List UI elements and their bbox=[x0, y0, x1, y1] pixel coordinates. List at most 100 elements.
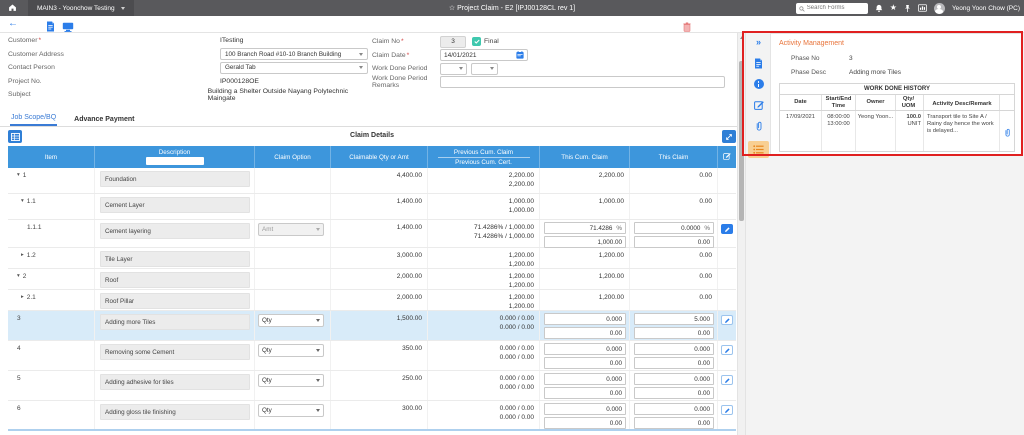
description-box[interactable]: Roof bbox=[100, 272, 250, 288]
work-done-history-row[interactable]: 17/09/2021 08:00:00 13:00:00 Yeong Yoon..… bbox=[780, 111, 1014, 151]
search-box[interactable] bbox=[795, 2, 868, 14]
table-row[interactable]: ▾ 1 Foundation 4,400.00 2,200.00 2,200.00 … bbox=[8, 168, 736, 194]
table-row[interactable]: ▾ 2 Roof 2,000.00 1,200.00 1,200.00 1,200.… bbox=[8, 269, 736, 290]
claim-date-field[interactable] bbox=[440, 46, 528, 64]
claim-option-select[interactable]: Qty bbox=[258, 404, 324, 417]
collapse-panel-icon[interactable]: » bbox=[755, 37, 761, 47]
favorites-star-icon[interactable]: ★ bbox=[889, 3, 897, 12]
scrollbar-thumb[interactable] bbox=[739, 61, 744, 221]
this-claim-qty-input[interactable]: 0.000 bbox=[634, 343, 714, 355]
this-claim-qty-input[interactable]: 5.000 bbox=[634, 313, 714, 325]
description-box[interactable]: Adding more Tiles bbox=[100, 314, 250, 330]
this-cum-amt-input[interactable]: 0.00 bbox=[544, 327, 626, 339]
vertical-scrollbar[interactable] bbox=[737, 33, 746, 435]
this-claim-amt-input[interactable]: 0.00 bbox=[634, 417, 714, 429]
claim-option-select[interactable]: Qty bbox=[258, 314, 324, 327]
claim-option-select[interactable]: Qty bbox=[258, 374, 324, 387]
this-claim-amt-input[interactable]: 0.00 bbox=[634, 327, 714, 339]
final-checkbox[interactable] bbox=[472, 37, 481, 47]
edit-note-icon[interactable] bbox=[752, 99, 766, 111]
this-claim-pct-input[interactable]: 0.0000% bbox=[634, 222, 714, 234]
expand-icon[interactable]: ▾ bbox=[17, 273, 20, 279]
document-info-icon[interactable] bbox=[752, 57, 766, 69]
attachment-paperclip-icon[interactable] bbox=[1000, 111, 1014, 151]
this-cum-pct-input[interactable]: 71.4286% bbox=[544, 222, 626, 234]
table-settings-button[interactable] bbox=[8, 130, 22, 143]
notifications-bell-icon[interactable] bbox=[875, 4, 883, 13]
work-done-period-year-select[interactable] bbox=[471, 62, 498, 75]
this-claim-amt-input[interactable]: 0.00 bbox=[634, 236, 714, 248]
expand-icon[interactable]: ▾ bbox=[17, 172, 20, 178]
dashboard-chart-icon[interactable] bbox=[918, 4, 927, 12]
this-claim-qty-input[interactable]: 0.000 bbox=[634, 403, 714, 415]
this-claim-amt-input[interactable]: 0.00 bbox=[634, 387, 714, 399]
print-preview-icon[interactable] bbox=[62, 19, 74, 37]
attachment-paperclip-icon[interactable] bbox=[752, 120, 766, 132]
table-row[interactable]: ▸ 1.2 Tile Layer 3,000.00 1,200.00 1,200.0… bbox=[8, 248, 736, 269]
back-button[interactable]: ← bbox=[8, 18, 18, 29]
item-no: 2.1 bbox=[26, 294, 36, 301]
this-cum-amt-input[interactable]: 0.00 bbox=[544, 387, 626, 399]
work-done-period-remarks-input[interactable] bbox=[440, 76, 725, 89]
workspace-menu[interactable]: MAIN3 - Yoonchow Testing bbox=[28, 0, 134, 16]
this-cum-qty-input[interactable]: 0.000 bbox=[544, 313, 626, 325]
edit-row-button[interactable] bbox=[721, 375, 733, 385]
this-cum-qty-input[interactable]: 0.000 bbox=[544, 343, 626, 355]
table-row[interactable]: 1.1.1 Cement layering Amt 1,400.00 71.42… bbox=[8, 220, 736, 248]
delete-button[interactable] bbox=[683, 19, 691, 37]
table-row[interactable]: ▾ 1.1 Cement Layer 1,400.00 1,000.00 1,000… bbox=[8, 194, 736, 220]
description-box[interactable]: Removing some Cement bbox=[100, 344, 250, 360]
this-claim-amt-input[interactable]: 0.00 bbox=[634, 357, 714, 369]
this-claim: 0.00 bbox=[630, 168, 718, 193]
calendar-icon[interactable] bbox=[516, 46, 524, 64]
work-done-period-month-select[interactable] bbox=[440, 62, 467, 75]
claim-no-input[interactable] bbox=[440, 35, 466, 48]
favorite-star-icon[interactable]: ☆ bbox=[448, 5, 456, 12]
description-box[interactable]: Cement Layer bbox=[100, 197, 250, 213]
description-box[interactable]: Adding adhesive for tiles bbox=[100, 374, 250, 390]
this-claim-qty-input[interactable]: 0.000 bbox=[634, 373, 714, 385]
edit-row-button[interactable] bbox=[721, 345, 733, 355]
pin-icon[interactable] bbox=[904, 4, 911, 13]
search-input[interactable] bbox=[806, 5, 865, 11]
home-button[interactable] bbox=[0, 0, 24, 16]
scroll-up-icon[interactable] bbox=[739, 36, 744, 39]
this-cum-amt-input[interactable]: 0.00 bbox=[544, 417, 626, 429]
table-row-selected[interactable]: 3 Adding more Tiles Qty 1,500.00 0.000 /… bbox=[8, 311, 736, 341]
horizontal-scroll-indicator[interactable] bbox=[8, 429, 736, 431]
description-box[interactable]: Roof Pillar bbox=[100, 293, 250, 309]
edit-row-button[interactable] bbox=[721, 315, 733, 325]
edit-row-button[interactable] bbox=[721, 405, 733, 415]
table-header: Item Description Claim Option Claimable … bbox=[8, 146, 736, 168]
edit-row-button[interactable] bbox=[721, 224, 733, 234]
description-box[interactable]: Cement layering bbox=[100, 223, 250, 239]
table-row[interactable]: 4 Removing some Cement Qty 350.00 0.000 … bbox=[8, 341, 736, 371]
this-cum-amt-input[interactable]: 1,000.00 bbox=[544, 236, 626, 248]
expand-icon[interactable]: ▸ bbox=[21, 294, 24, 300]
user-avatar[interactable] bbox=[933, 2, 945, 14]
customer-address-select[interactable]: 100 Branch Road #10-10 Branch Building bbox=[220, 48, 368, 61]
description-box[interactable]: Foundation bbox=[100, 171, 250, 187]
this-cum-qty-input[interactable]: 0.000 bbox=[544, 403, 626, 415]
contact-person-select[interactable]: Gerald Tab bbox=[220, 61, 368, 74]
table-row[interactable]: 5 Adding adhesive for tiles Qty 250.00 0… bbox=[8, 371, 736, 401]
expand-icon[interactable]: ▸ bbox=[21, 252, 24, 258]
claim-option-select[interactable]: Amt bbox=[258, 223, 324, 236]
this-cum-amt-input[interactable]: 0.00 bbox=[544, 357, 626, 369]
tab-advance-payment[interactable]: Advance Payment bbox=[74, 116, 135, 123]
description-filter-input[interactable] bbox=[145, 157, 204, 165]
info-icon[interactable] bbox=[752, 78, 766, 90]
col-item: Item bbox=[8, 146, 95, 168]
tab-job-scope-bq[interactable]: Job Scope/BQ bbox=[10, 111, 58, 126]
table-row[interactable]: ▸ 2.1 Roof Pillar 2,000.00 1,200.00 1,200.… bbox=[8, 290, 736, 311]
expand-button[interactable] bbox=[722, 130, 736, 143]
description-box[interactable]: Tile Layer bbox=[100, 251, 250, 267]
claim-date-input[interactable] bbox=[444, 51, 504, 59]
activity-list-icon-active[interactable] bbox=[748, 141, 769, 158]
expand-icon[interactable]: ▾ bbox=[21, 198, 24, 204]
this-cum-qty-input[interactable]: 0.000 bbox=[544, 373, 626, 385]
claim-option-select[interactable]: Qty bbox=[258, 344, 324, 357]
description-box[interactable]: Adding gloss tile finishing bbox=[100, 404, 250, 420]
save-document-icon[interactable] bbox=[46, 19, 55, 37]
table-row[interactable]: 6 Adding gloss tile finishing Qty 300.00… bbox=[8, 401, 736, 431]
